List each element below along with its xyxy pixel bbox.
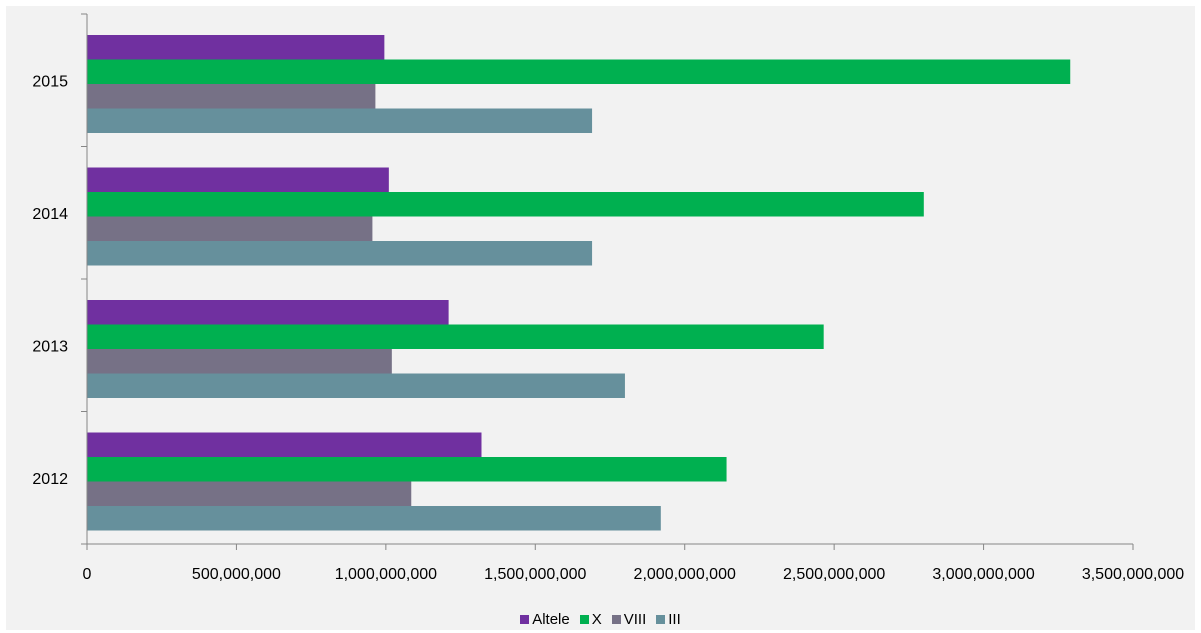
legend-swatch	[520, 615, 530, 624]
legend-swatch	[579, 615, 589, 624]
legend-label: VIII	[623, 611, 647, 628]
bar-chart: 2012 2013 2014 2015 0 500,000,000 1,000,000,00…	[32, 13, 1184, 583]
bar-x-2013	[87, 324, 824, 349]
bar-iii-2014	[87, 241, 593, 266]
y-tick-label-2013: 2013	[32, 338, 68, 355]
bar-altele-2012	[87, 432, 482, 457]
legend-item-iii: III	[656, 611, 681, 629]
legend-swatch	[656, 615, 666, 624]
y-tick-label-2015: 2015	[32, 73, 68, 90]
legend-swatch	[611, 615, 621, 624]
x-tick-label: 2,500,000,000	[783, 566, 885, 583]
y-tick-label-2012: 2012	[32, 471, 68, 488]
legend-item-altele: Altele	[520, 611, 570, 629]
bar-viii-2013	[87, 349, 392, 374]
x-tick-label: 1,000,000,000	[335, 566, 437, 583]
x-tick-label: 500,000,000	[192, 566, 281, 583]
bar-viii-2014	[87, 216, 373, 241]
bar-x-2014	[87, 192, 924, 217]
legend: Altele X VIII III	[6, 611, 1195, 629]
bar-iii-2015	[87, 108, 593, 133]
legend-label: X	[591, 611, 602, 628]
legend-label: III	[668, 611, 681, 628]
y-tick-label-2014: 2014	[32, 206, 68, 223]
x-tick-label: 2,000,000,000	[634, 566, 736, 583]
bar-iii-2012	[87, 506, 661, 531]
x-tick-label: 0	[83, 566, 92, 583]
bar-altele-2014	[87, 167, 389, 192]
bar-altele-2013	[87, 300, 449, 325]
bar-x-2012	[87, 457, 727, 482]
bar-x-2015	[87, 59, 1071, 84]
legend-label: Altele	[532, 611, 570, 628]
bar-altele-2015	[87, 35, 385, 60]
legend-item-viii: VIII	[611, 611, 647, 629]
x-tick-label: 3,000,000,000	[932, 566, 1034, 583]
x-tick-label: 3,500,000,000	[1082, 566, 1184, 583]
bar-iii-2013	[87, 373, 625, 398]
x-tick-label: 1,500,000,000	[484, 566, 586, 583]
chart-area: 2012 2013 2014 2015 0 500,000,000 1,000,000,00…	[6, 6, 1195, 630]
bar-viii-2012	[87, 481, 412, 506]
legend-item-x: X	[579, 611, 602, 629]
bar-viii-2015	[87, 84, 376, 109]
